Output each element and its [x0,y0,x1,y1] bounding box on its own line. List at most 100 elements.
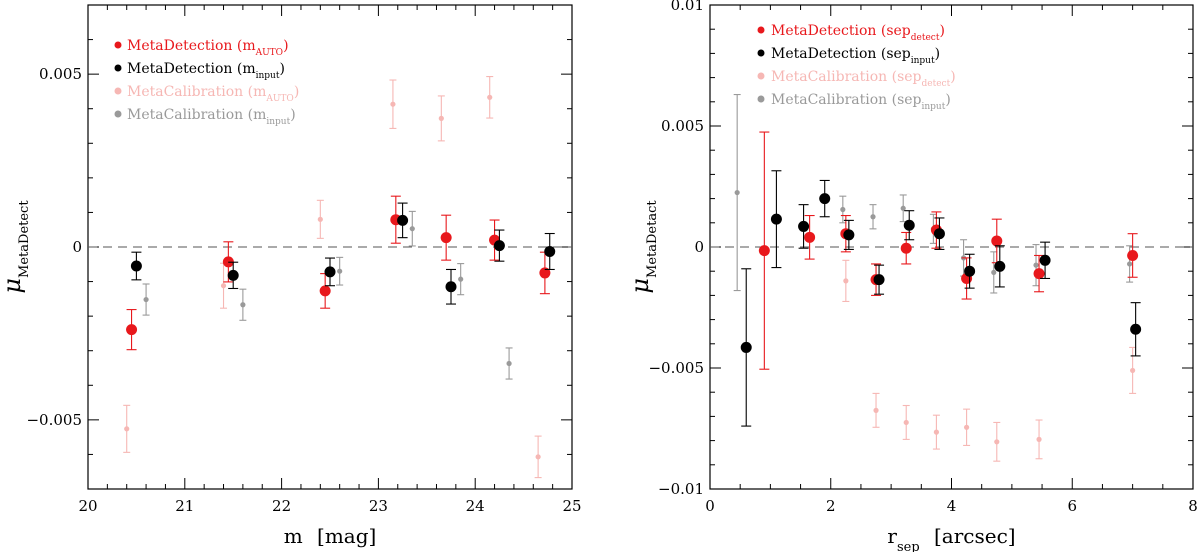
data-point [438,115,444,121]
data-point [317,216,323,222]
data-point [994,439,1000,445]
data-point [933,228,945,240]
data-point [903,419,909,426]
x-tick-label: 25 [562,497,581,515]
legend-subscript: input [256,71,280,81]
legend-name: MetaDetection [127,61,232,77]
data-point [770,213,782,225]
data-point [798,220,810,232]
data-point [1039,254,1051,266]
x-axis-label-unit: [arcsec] [928,524,1016,548]
legend-marker [114,41,122,49]
x-tick-label: 22 [272,497,291,515]
legend-entry: MetaDetection (mAUTO) [127,38,289,58]
data-point [991,235,1003,247]
legend-marker [757,26,765,34]
y-axis-label-sub: MetaDetact [645,200,660,278]
data-point [758,245,770,257]
legend-name: MetaDetection [771,23,876,39]
series-metadetection-detect [758,131,1139,370]
legend-entry: MetaCalibration (sepinput) [771,92,951,112]
data-point [1130,367,1136,374]
legend-marker [757,49,765,57]
legend-paren-close: ) [950,69,955,85]
data-point [843,278,849,284]
series-metadetection-input [740,170,1142,427]
legend-paren-open: (m [232,38,255,54]
data-point [734,189,740,196]
data-point [1036,436,1042,442]
x-tick-label: 0 [705,497,715,515]
legend-paren-open: (sep [887,69,921,85]
legend-marker [757,95,765,103]
series-metacalibration-input [733,93,1134,294]
x-axis-label: rsep [arcsec] [887,524,1015,552]
data-point [458,276,464,282]
y-axis-label-sub: MetaDetect [17,200,32,278]
data-point [143,296,149,303]
legend-marker [114,87,122,95]
legend-entry: MetaDetection (sepinput) [771,46,940,66]
x-tick-label: 20 [78,497,97,515]
data-point [240,302,246,308]
x-tick-label: 4 [947,497,957,515]
legend-name: MetaCalibration [127,107,243,123]
x-axis-label-main: m [284,524,303,548]
legend-paren-open: (m [232,61,255,77]
legend-name: MetaCalibration [771,69,887,85]
y-tick-label: −0.005 [26,411,82,429]
data-point [840,206,846,213]
legend-paren-close: ) [279,61,284,77]
x-tick-label: 23 [369,497,388,515]
y-tick-label: 0.01 [671,0,704,14]
legend-marker [114,110,122,118]
legend-subscript: detect [922,79,951,89]
x-tick-label: 24 [466,497,485,515]
data-point [873,274,885,286]
series-metacalibration-auto [123,76,542,479]
data-point [506,360,512,367]
y-axis-label-main: μ [626,278,654,294]
data-point [124,426,130,432]
chart-right-separation: 0 2 4 6 8 −0.01 −0.005 0 0.005 0.01 rsep [arcsec] μ… [626,0,1198,552]
data-point [126,324,138,336]
series-metacalibration-detect [842,259,1137,462]
data-point [903,219,915,231]
data-point [819,193,831,205]
x-axis-label-unit: [mag] [311,524,377,548]
legend-paren-open: (sep [887,92,921,108]
legend-subscript: AUTO [265,94,293,104]
y-axis-label: μMetaDetact [626,200,660,294]
legend-marker [114,64,122,72]
data-point [963,424,970,430]
y-tick-label: 0.005 [39,65,82,83]
legend-paren-close: ) [290,107,295,123]
data-point [319,285,331,297]
data-point [130,260,142,272]
data-point [843,229,855,241]
data-point [493,240,505,252]
legend-paren-close: ) [945,92,950,108]
data-point [1127,261,1133,267]
data-point [535,454,541,460]
legend-paren-close: ) [283,38,288,54]
data-point [440,232,452,244]
data-point [487,94,493,100]
legend-name: MetaDetection [127,38,232,54]
data-point [873,407,879,413]
data-point [1127,249,1139,261]
legend-marker [757,72,765,80]
x-tick-label: 21 [175,497,194,515]
data-point [337,268,343,274]
legend-subscript: input [922,102,946,112]
data-point [804,231,816,243]
x-tick-label: 6 [1067,497,1077,515]
legend-name: MetaDetection [771,46,876,62]
legend-subscript: AUTO [255,48,283,58]
y-axis-label-main: μ [0,278,26,294]
legend-paren-close: ) [939,23,944,39]
legend: MetaDetection (mAUTO)MetaDetection (minp… [114,38,299,127]
x-tick-label: 2 [826,497,836,515]
legend-paren-open: (sep [876,23,910,39]
